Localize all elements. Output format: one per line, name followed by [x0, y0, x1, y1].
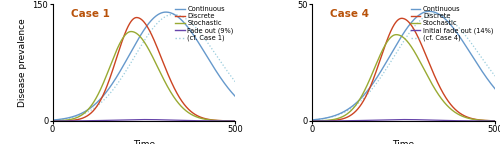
X-axis label: Time: Time: [392, 140, 414, 144]
Y-axis label: Disease prevalence: Disease prevalence: [18, 18, 27, 107]
Legend: Continuous, Discrete, Stochastic, Fade out (9%), (cf. Case 1): Continuous, Discrete, Stochastic, Fade o…: [176, 6, 234, 41]
Legend: Continuous, Discrete, Stochastic, Initial fade out (14%), (cf. Case 4): Continuous, Discrete, Stochastic, Initia…: [411, 6, 494, 41]
Text: Case 1: Case 1: [71, 9, 110, 19]
Text: Case 4: Case 4: [330, 9, 370, 19]
X-axis label: Time: Time: [133, 140, 155, 144]
